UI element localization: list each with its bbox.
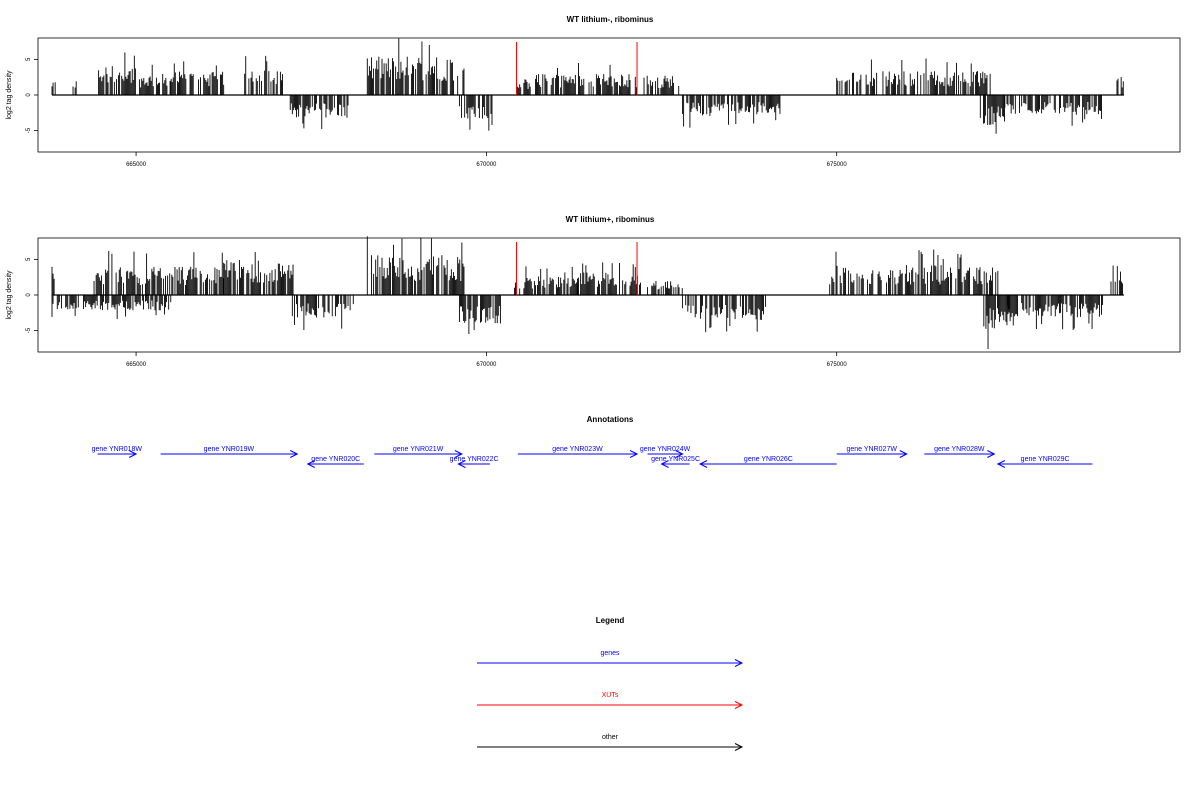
chart-title: WT lithium+, ribominus <box>566 215 655 224</box>
gene-annotation: gene YNR018W <box>92 446 143 458</box>
arrow-head <box>698 460 708 468</box>
x-tick-label: 670000 <box>476 162 497 168</box>
legend-item: other <box>477 734 744 751</box>
y-tick-label: 5 <box>26 257 32 261</box>
signal-bars <box>51 38 1124 134</box>
y-axis-label: log2 tag density <box>6 270 13 320</box>
arrow-head <box>675 450 684 458</box>
x-tick-label: 675000 <box>827 362 848 368</box>
gene-label: gene YNR029C <box>1021 456 1070 463</box>
gene-annotation: gene YNR019W <box>160 446 299 458</box>
gene-annotation: gene YNR025C <box>651 456 700 468</box>
arrow-head <box>128 450 138 458</box>
arrow-head <box>290 450 299 458</box>
y-tick-label: 0 <box>26 293 32 297</box>
legend-label: genes <box>600 650 620 657</box>
gene-label: gene YNR018W <box>92 446 143 453</box>
arrow-head <box>987 450 996 458</box>
annotations-track: Annotations gene YNR018W gene YNR019W gene … <box>92 415 1093 468</box>
gene-annotation: gene YNR020C <box>306 456 364 468</box>
arrow-head <box>734 701 744 709</box>
y-tick-label: -5 <box>26 327 32 333</box>
y-axis-label: log2 tag density <box>6 70 13 120</box>
gene-label: gene YNR025C <box>651 456 700 463</box>
arrow-head <box>306 460 315 468</box>
legend-title: Legend <box>596 616 625 625</box>
gene-annotation: gene YNR023W <box>517 446 639 458</box>
arrow-head <box>629 450 639 458</box>
y-tick-label: 0 <box>26 93 32 97</box>
x-tick-label: 665000 <box>126 162 147 168</box>
gene-annotation: gene YNR021W <box>374 446 463 458</box>
arrow-head <box>734 659 744 667</box>
x-tick-label: 675000 <box>827 162 848 168</box>
gene-label: gene YNR021W <box>393 446 444 453</box>
signal-bars <box>51 236 1123 350</box>
gene-annotation: gene YNR028W <box>924 446 996 458</box>
gene-annotation: gene YNR029C <box>996 456 1093 468</box>
gene-annotation: gene YNR026C <box>698 456 837 468</box>
gene-label: gene YNR023W <box>552 446 603 453</box>
gene-label: gene YNR028W <box>934 446 985 453</box>
gene-label: gene YNR022C <box>450 456 499 463</box>
legend-item: genes <box>477 650 744 667</box>
annotations-title: Annotations <box>587 415 634 424</box>
gene-label: gene YNR027W <box>846 446 897 453</box>
arrow-head <box>734 743 744 751</box>
legend-label: other <box>602 734 619 741</box>
y-tick-label: -5 <box>26 127 32 133</box>
gene-annotation: gene YNR024W <box>640 446 691 458</box>
arrow-head <box>454 450 463 458</box>
gene-annotation: gene YNR022C <box>450 456 499 468</box>
x-tick-label: 665000 <box>126 362 147 368</box>
arrow-head <box>996 460 1006 468</box>
legend: Legend genes XUTs other <box>477 616 744 751</box>
x-tick-label: 670000 <box>476 362 497 368</box>
gene-label: gene YNR020C <box>311 456 360 463</box>
arrow-head <box>660 460 669 468</box>
gene-label: gene YNR024W <box>640 446 691 453</box>
chart-panel-2: WT lithium+, ribominus log2 tag density -5… <box>6 215 1181 368</box>
arrow-head <box>899 450 908 458</box>
legend-item: XUTs <box>477 692 744 709</box>
y-tick-label: 5 <box>26 57 32 61</box>
gene-annotation: gene YNR027W <box>836 446 908 458</box>
gene-label: gene YNR026C <box>744 456 793 463</box>
gene-label: gene YNR019W <box>204 446 255 453</box>
chart-title: WT lithium-, ribominus <box>567 15 654 24</box>
legend-label: XUTs <box>602 692 619 699</box>
arrow-head <box>457 460 466 468</box>
chart-panel-1: WT lithium-, ribominus log2 tag density -5… <box>6 15 1181 168</box>
